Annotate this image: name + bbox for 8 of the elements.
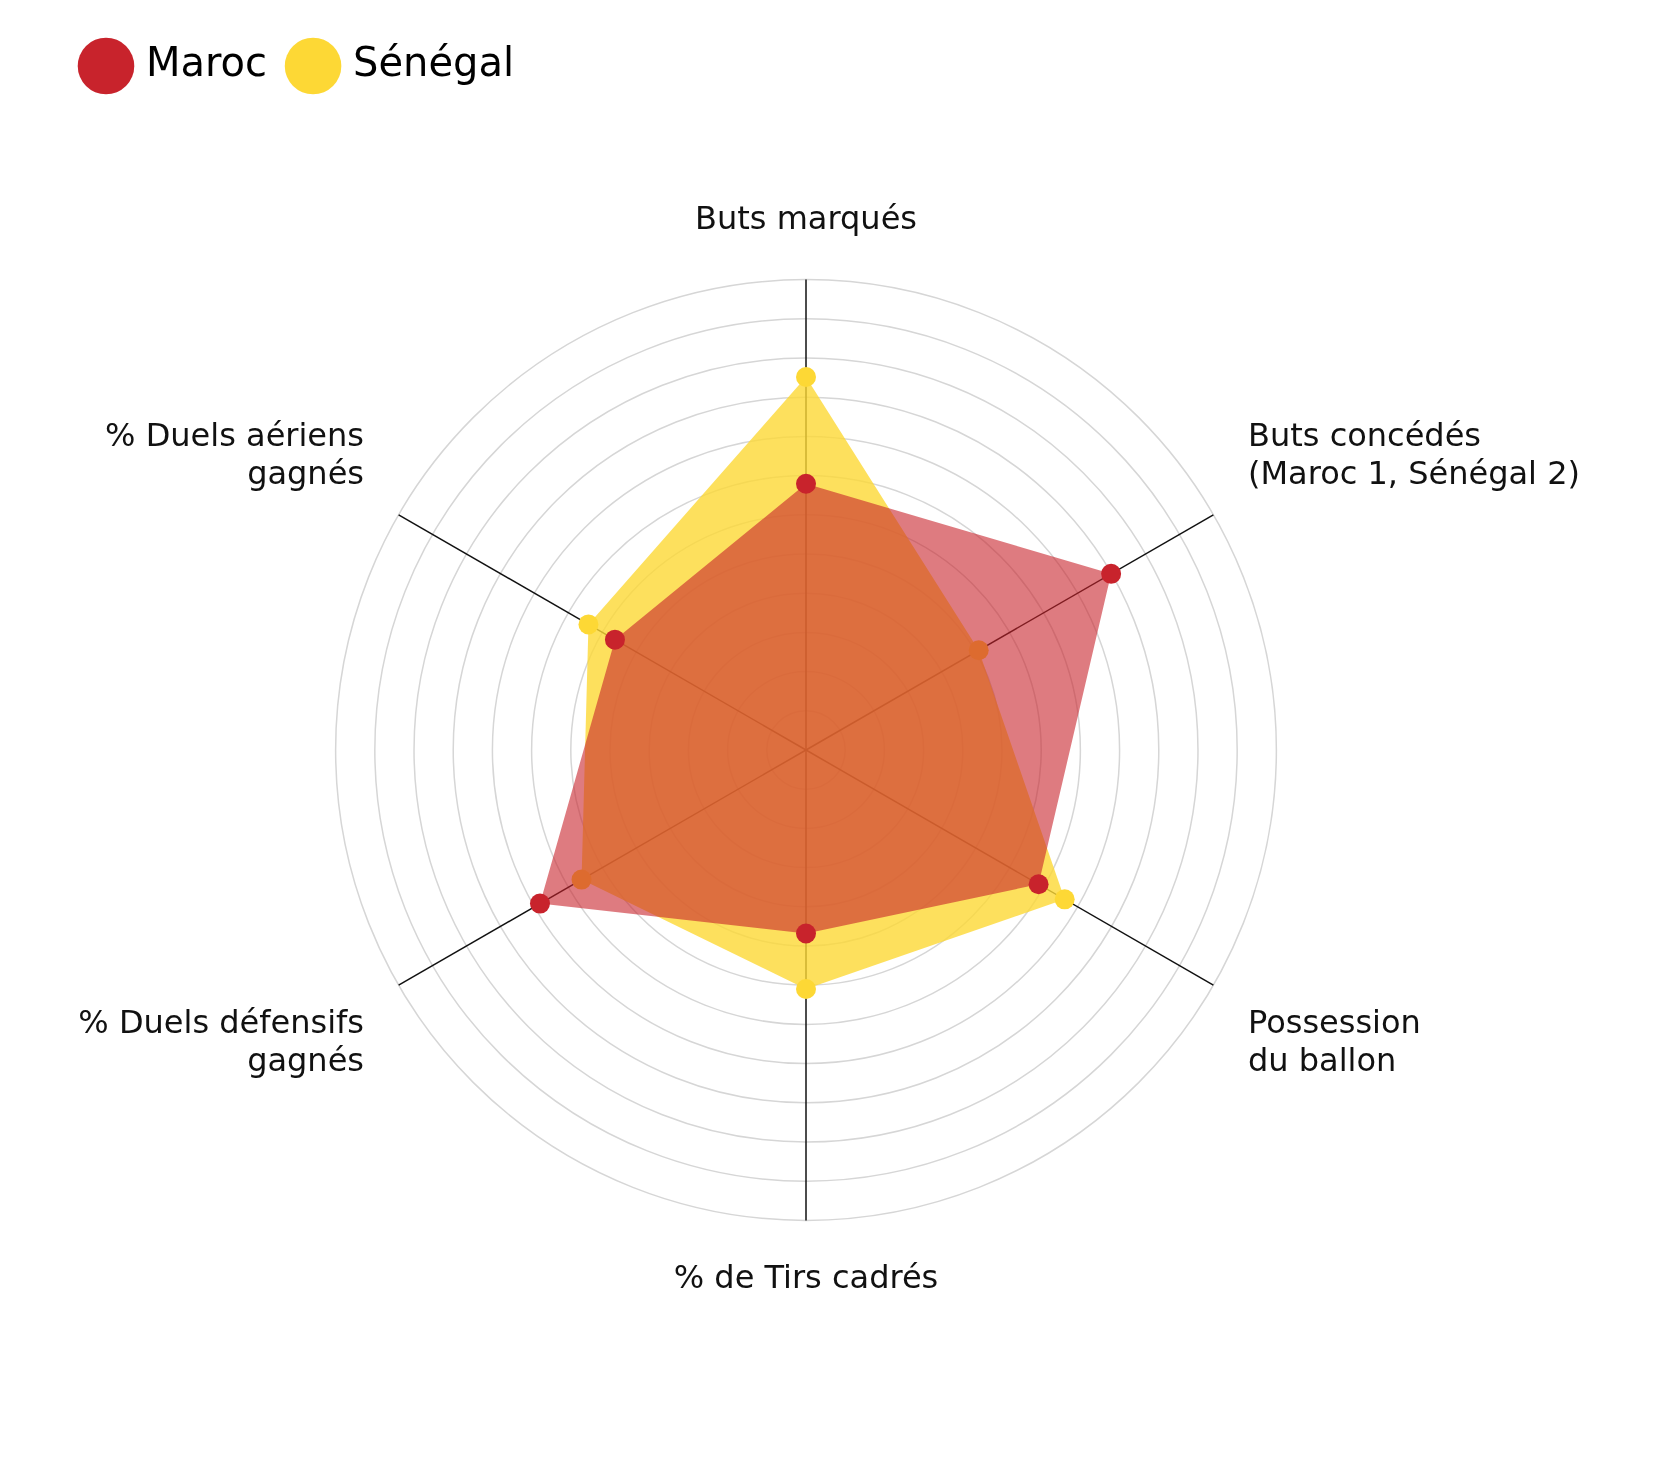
spoke-label: % Duels aériens gagnés xyxy=(105,415,364,492)
legend-label: Maroc xyxy=(146,39,268,86)
spoke-label: Buts marqués xyxy=(695,198,917,237)
spoke-label: Possession du ballon xyxy=(1248,1002,1421,1080)
legend-label: Sénégal xyxy=(353,39,515,86)
spoke-label: % de Tirs cadrés xyxy=(673,1257,939,1296)
spoke-label: Buts concédés (Maroc 1, Sénégal 2) xyxy=(1248,415,1580,492)
spoke-label: % Duels défensifs gagnés xyxy=(78,1002,364,1080)
